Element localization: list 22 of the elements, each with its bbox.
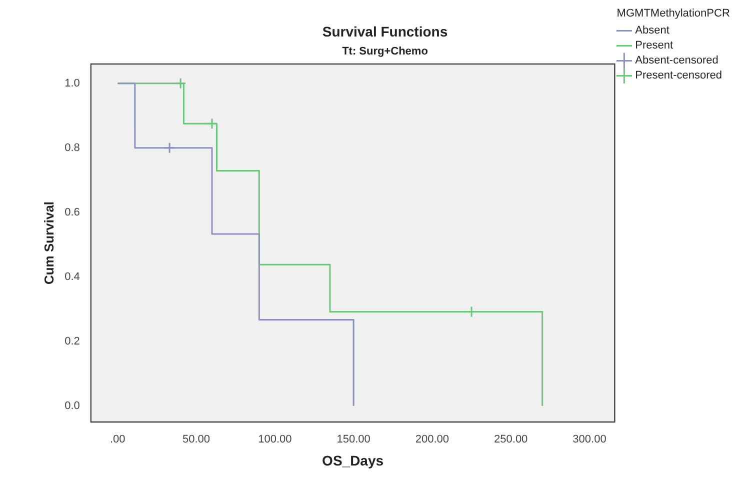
x-tick-label: 150.00 bbox=[336, 434, 370, 446]
x-tick-label: 50.00 bbox=[182, 434, 210, 446]
legend-label: Present-censored bbox=[635, 70, 722, 82]
legend-label: Present bbox=[635, 40, 674, 52]
chart-title: Survival Functions bbox=[322, 23, 448, 40]
legend-label: Absent bbox=[635, 24, 670, 37]
x-tick-label: 100.00 bbox=[258, 434, 292, 446]
y-tick-label: 0.8 bbox=[64, 142, 80, 154]
x-tick-label: .00 bbox=[110, 434, 126, 446]
chart-subtitle: Tt: Surg+Chemo bbox=[342, 45, 428, 58]
legend-label: Absent-censored bbox=[635, 54, 718, 67]
x-axis-title: OS_Days bbox=[322, 452, 384, 468]
legend-title: MGMTMethylationPCR bbox=[616, 8, 730, 20]
y-tick-label: 0.6 bbox=[64, 206, 80, 218]
x-tick-label: 200.00 bbox=[415, 434, 450, 446]
x-tick-label: 250.00 bbox=[494, 434, 528, 446]
y-axis-title: Cum Survival bbox=[41, 201, 56, 285]
y-tick-label: 1.0 bbox=[64, 77, 80, 90]
x-tick-label: 300.00 bbox=[572, 434, 606, 446]
y-tick-label: 0.2 bbox=[64, 335, 80, 348]
y-tick-label: 0.4 bbox=[64, 270, 80, 283]
y-tick-label: 0.0 bbox=[64, 400, 80, 412]
